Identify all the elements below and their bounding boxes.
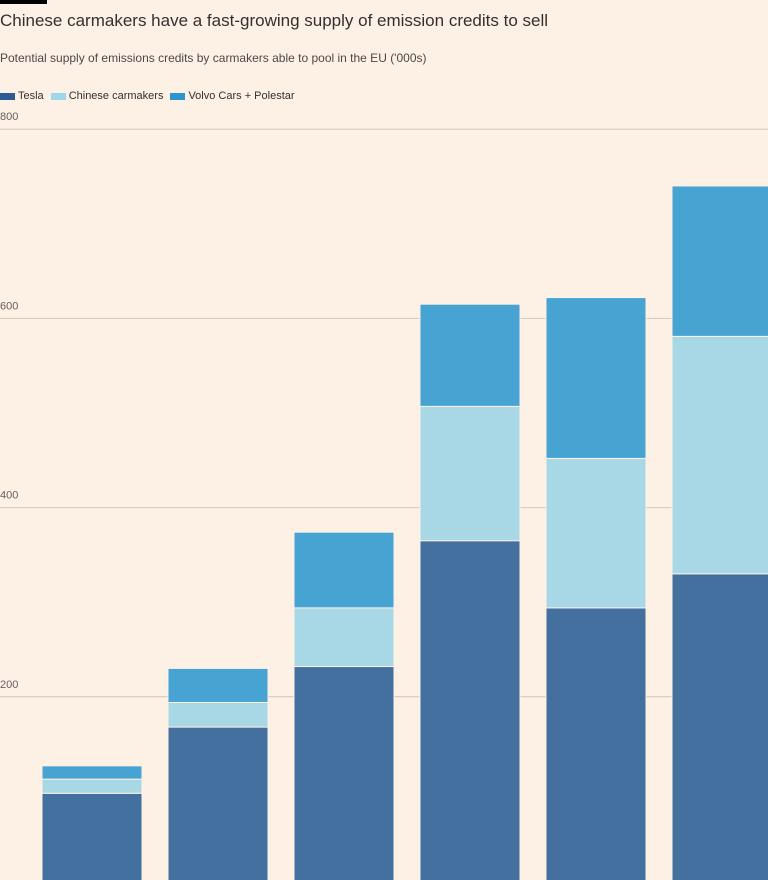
chart-subtitle: Potential supply of emissions credits by…: [0, 51, 427, 65]
y-tick-label-600: 600: [0, 300, 18, 312]
legend-label-chinese-carmakers: Chinese carmakers: [68, 90, 164, 102]
bar-volvo-3: [293, 531, 395, 609]
legend-swatch-volvo-polestar: [170, 92, 186, 100]
bar-volvo-6: [671, 185, 768, 337]
bar-volvo-2: [167, 667, 269, 703]
bar-tesla-5: [545, 607, 647, 880]
legend: Tesla Chinese carmakers Volvo Cars + Pol…: [0, 90, 302, 102]
legend-item-volvo-polestar: Volvo Cars + Polestar: [170, 90, 295, 102]
bar-chinese-6: [671, 335, 768, 575]
bar-chinese-5: [545, 457, 647, 609]
legend-label-volvo-polestar: Volvo Cars + Polestar: [188, 90, 295, 102]
bar-tesla-1: [41, 792, 143, 880]
y-tick-label-800: 800: [0, 111, 18, 123]
bar-tesla-2: [167, 726, 269, 880]
bar-volvo-1: [41, 765, 143, 780]
bar-chinese-4: [419, 405, 521, 542]
chart-title: Chinese carmakers have a fast-growing su…: [0, 11, 549, 30]
y-tick-label-200: 200: [0, 679, 18, 691]
bar-tesla-6: [671, 573, 768, 880]
legend-swatch-tesla: [0, 92, 15, 100]
brand-bar: [0, 0, 47, 4]
legend-item-chinese-carmakers: Chinese carmakers: [50, 90, 164, 102]
legend-item-tesla: Tesla: [0, 90, 44, 102]
bar-chinese-1: [41, 778, 143, 794]
legend-label-tesla: Tesla: [18, 90, 44, 102]
bar-volvo-5: [545, 297, 647, 459]
bar-chinese-2: [167, 701, 269, 728]
bar-chinese-3: [293, 607, 395, 668]
bar-tesla-4: [419, 540, 521, 880]
y-tick-label-400: 400: [0, 490, 18, 502]
legend-swatch-chinese-carmakers: [50, 92, 66, 100]
bar-volvo-4: [419, 303, 521, 407]
bar-tesla-3: [293, 666, 395, 880]
